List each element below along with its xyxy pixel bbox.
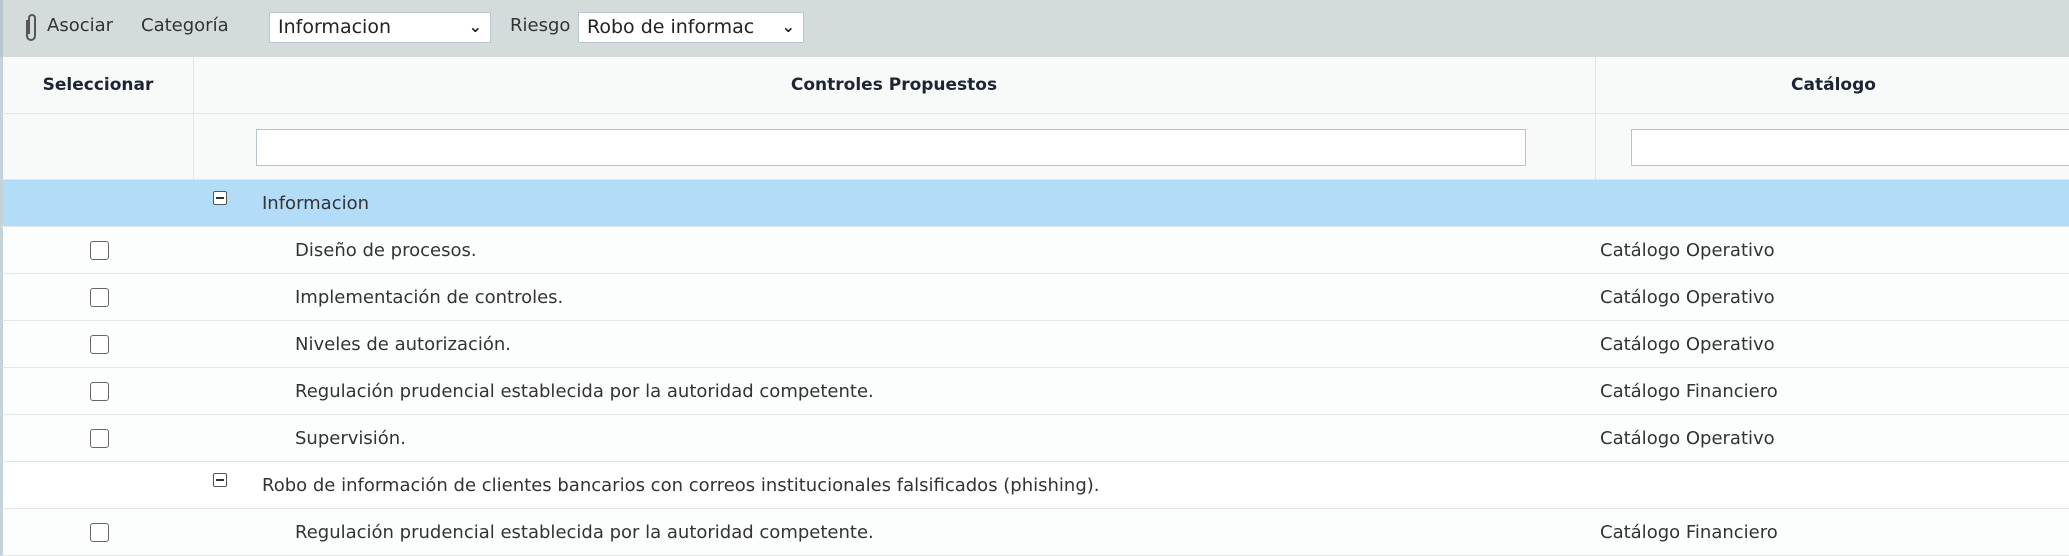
group-label: Robo de información de clientes bancario…	[262, 475, 1100, 496]
group-row[interactable]: Informacion	[0, 180, 2069, 227]
catalog-name: Catálogo Operativo	[1600, 428, 1775, 449]
category-select[interactable]: Informacion ⌄	[269, 12, 491, 43]
group-row[interactable]: Robo de información de clientes bancario…	[0, 462, 2069, 509]
select-checkbox[interactable]	[90, 335, 109, 354]
table-row: Diseño de procesos. Catálogo Operativo	[0, 227, 2069, 274]
control-name: Regulación prudencial establecida por la…	[295, 381, 874, 402]
risk-value: Robo de informac	[587, 16, 755, 38]
control-name: Diseño de procesos.	[295, 240, 477, 261]
control-name: Supervisión.	[295, 428, 406, 449]
table-row: Regulación prudencial establecida por la…	[0, 509, 2069, 556]
catalog-name: Catálogo Operativo	[1600, 287, 1775, 308]
header-catalog[interactable]: Catálogo	[1791, 75, 1876, 95]
toolbar: Asociar Categoría Informacion ⌄ Riesgo R…	[0, 0, 2069, 57]
control-name: Regulación prudencial establecida por la…	[295, 522, 874, 543]
table-row: Implementación de controles. Catálogo Ope…	[0, 274, 2069, 321]
catalog-name: Catálogo Financiero	[1600, 381, 1778, 402]
chevron-down-icon: ⌄	[781, 17, 795, 36]
select-checkbox[interactable]	[90, 523, 109, 542]
collapse-icon[interactable]	[213, 473, 227, 487]
control-name: Niveles de autorización.	[295, 334, 512, 355]
control-name: Implementación de controles.	[295, 287, 564, 308]
catalog-filter-input[interactable]	[1631, 129, 2069, 166]
select-checkbox[interactable]	[90, 288, 109, 307]
catalog-name: Catálogo Financiero	[1600, 522, 1778, 543]
catalog-name: Catálogo Operativo	[1600, 334, 1775, 355]
select-checkbox[interactable]	[90, 241, 109, 260]
table-row: Regulación prudencial establecida por la…	[0, 368, 2069, 415]
filter-row	[0, 114, 2069, 180]
select-checkbox[interactable]	[90, 382, 109, 401]
collapse-icon[interactable]	[213, 191, 227, 205]
table-row: Niveles de autorización. Catálogo Operati…	[0, 321, 2069, 368]
select-checkbox[interactable]	[90, 429, 109, 448]
table-row: Supervisión. Catálogo Operativo	[0, 415, 2069, 462]
controls-filter-input[interactable]	[256, 129, 1526, 166]
risk-label: Riesgo	[510, 15, 571, 36]
header-controls[interactable]: Controles Propuestos	[790, 75, 998, 95]
header-select[interactable]: Seleccionar	[42, 75, 154, 95]
associate-button[interactable]: Asociar	[47, 15, 114, 36]
catalog-name: Catálogo Operativo	[1600, 240, 1775, 261]
category-value: Informacion	[278, 16, 391, 38]
category-label: Categoría	[141, 15, 229, 36]
paperclip-icon[interactable]	[23, 12, 39, 44]
header-row: Seleccionar Controles Propuestos Catálog…	[0, 57, 2069, 114]
risk-select[interactable]: Robo de informac ⌄	[578, 12, 804, 43]
chevron-down-icon: ⌄	[468, 17, 482, 36]
group-label: Informacion	[262, 193, 370, 214]
